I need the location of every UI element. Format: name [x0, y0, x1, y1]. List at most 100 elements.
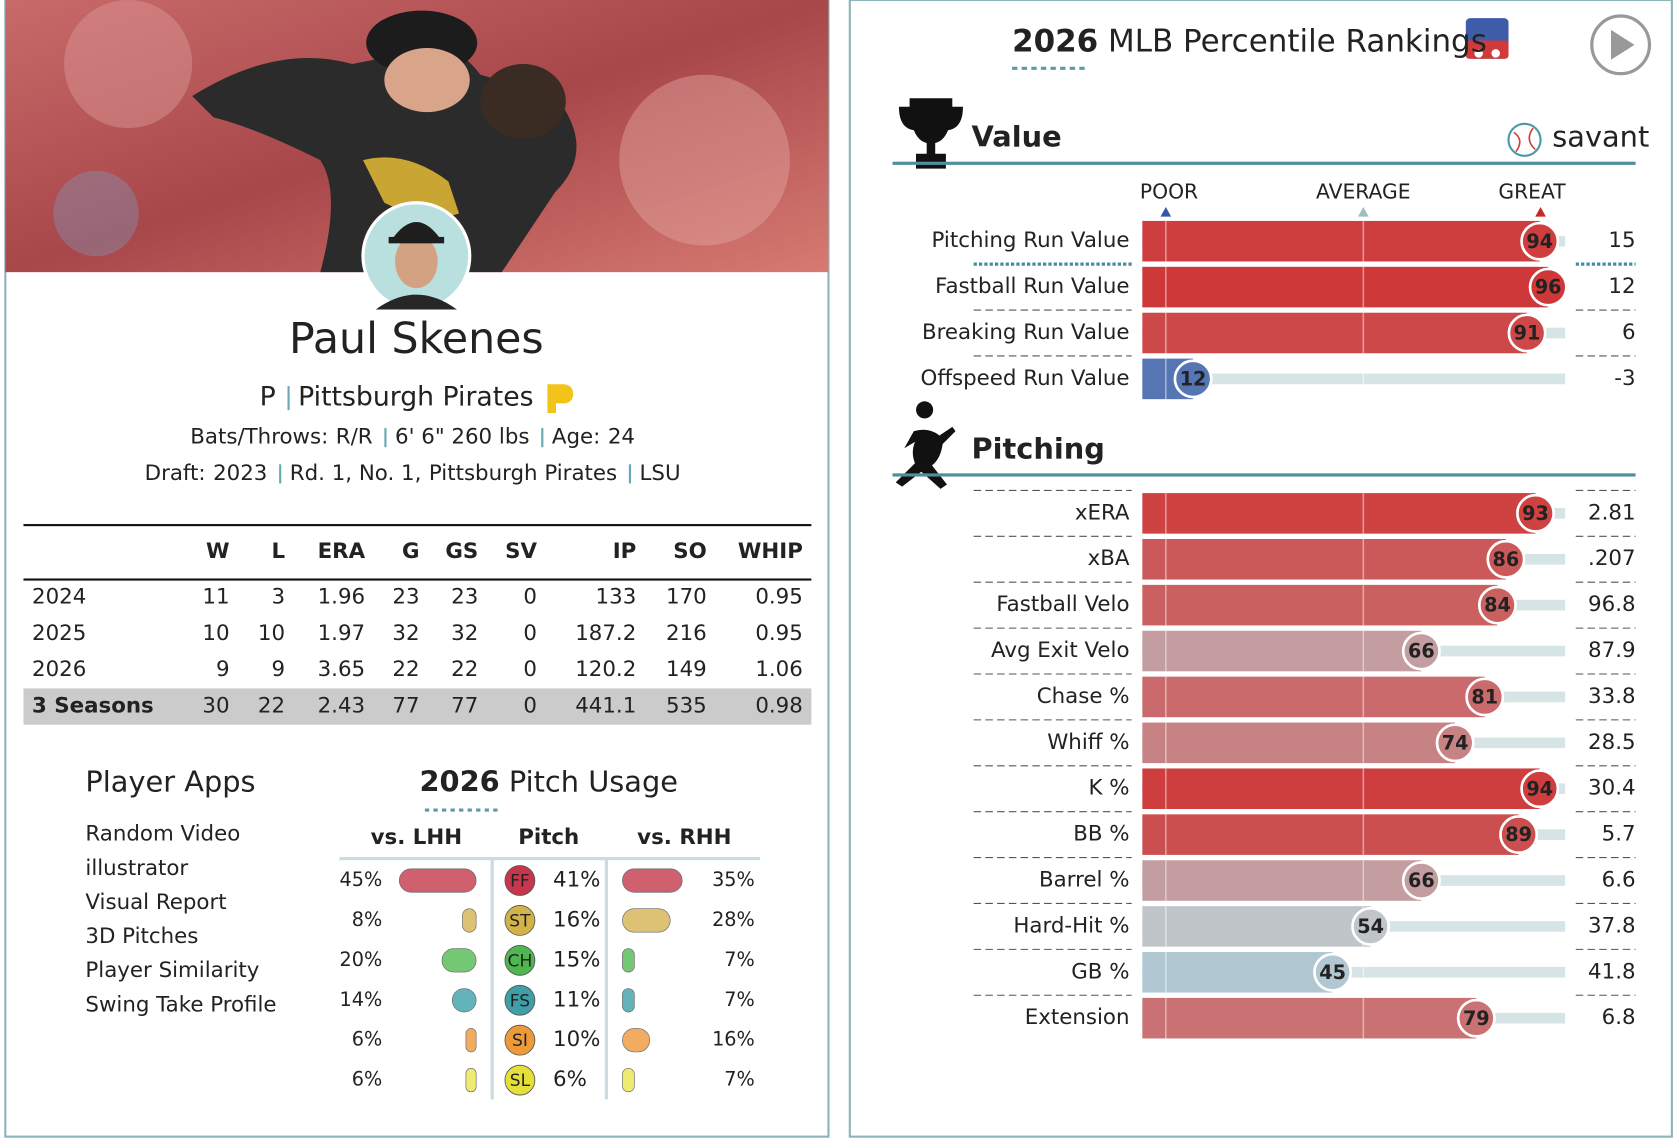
- app-link[interactable]: Swing Take Profile: [85, 992, 276, 1017]
- stat-cell: 30: [202, 694, 229, 719]
- percentile-value: 84: [1484, 594, 1511, 617]
- percentile-value: 86: [1493, 548, 1520, 571]
- percentile-badge: [1520, 769, 1560, 809]
- percentile-bar: [1142, 768, 1540, 810]
- app-link[interactable]: Player Similarity: [85, 958, 259, 983]
- savant-logo: [1507, 122, 1542, 157]
- pitch-badge: [504, 984, 536, 1016]
- vs-lhh-bar: [441, 948, 477, 973]
- percentile-value: 96: [1535, 276, 1562, 299]
- percentile-track: [1142, 966, 1566, 978]
- pitch-usage-label: Pitch Usage: [509, 764, 678, 798]
- vs-rhh-pct: 16%: [712, 1028, 755, 1051]
- vs-lhh-pct: 14%: [340, 988, 383, 1011]
- percentile-badge: [1486, 539, 1526, 579]
- play-button[interactable]: [1590, 14, 1652, 76]
- trophy-icon: [898, 98, 963, 169]
- metric-value: 37.8: [1588, 913, 1636, 938]
- pitch-usage-pct: 41%: [553, 868, 600, 893]
- metric-label: Hard-Hit %: [1013, 913, 1129, 938]
- stat-cell: 120.2: [575, 657, 636, 682]
- stat-cell: 23: [451, 585, 478, 610]
- team-logo: [547, 384, 574, 414]
- stat-cell: 10: [258, 621, 285, 646]
- percentile-bar: [1142, 266, 1549, 308]
- season-label: 2026: [32, 657, 86, 682]
- percentile-bar: [1142, 722, 1456, 764]
- pitch-badge: [504, 865, 536, 896]
- savant-brand[interactable]: savant: [1552, 120, 1649, 154]
- usage-column-header: vs. RHH: [637, 825, 731, 850]
- percentile-value: 54: [1357, 915, 1384, 938]
- percentile-bar: [1142, 493, 1536, 534]
- metric-label: Fastball Velo: [996, 592, 1129, 617]
- apps-title: Player Apps: [85, 764, 255, 798]
- app-link[interactable]: illustrator: [85, 856, 188, 881]
- percentile-bar: [1142, 584, 1498, 626]
- draft-label: Draft:: [145, 461, 206, 486]
- pitch-code: FS: [510, 991, 530, 1011]
- percentile-value: 94: [1526, 230, 1553, 253]
- section-title: Value: [972, 120, 1062, 154]
- percentile-bar: [1142, 538, 1506, 580]
- vs-rhh-bar: [622, 908, 671, 933]
- totals-row-bg: [23, 688, 812, 725]
- stat-cell: 170: [666, 585, 707, 610]
- metric-label: Whiff %: [1047, 730, 1129, 755]
- percentile-badge: [1456, 998, 1496, 1038]
- separator: [628, 464, 632, 484]
- pitch-code: SL: [510, 1071, 531, 1091]
- metric-label: Chase %: [1037, 684, 1130, 709]
- stats-column-header: G: [402, 539, 420, 564]
- vs-rhh-bar: [622, 1028, 651, 1053]
- metric-value: 87.9: [1588, 638, 1636, 663]
- pitch-code: SI: [512, 1031, 528, 1051]
- percentile-value: 66: [1408, 640, 1435, 663]
- metric-value: 30.4: [1588, 776, 1636, 801]
- app-link[interactable]: Random Video: [85, 822, 240, 847]
- pitch-usage-pct: 16%: [553, 907, 600, 932]
- vs-rhh-pct: 28%: [712, 908, 755, 931]
- stat-cell: 77: [451, 694, 478, 719]
- separator: [279, 464, 282, 484]
- percentile-bar: [1142, 814, 1519, 855]
- team: Pittsburgh Pirates: [298, 382, 533, 413]
- stat-cell: 0: [523, 694, 537, 719]
- percentile-badge: [1465, 677, 1505, 717]
- stat-cell: 22: [392, 657, 419, 682]
- metric-label: Avg Exit Velo: [991, 638, 1130, 663]
- vs-lhh-pct: 20%: [340, 948, 383, 971]
- stats-column-header: SV: [505, 539, 537, 564]
- stat-cell: 0.95: [755, 621, 803, 646]
- stat-cell: 441.1: [575, 694, 636, 719]
- percentile-badge: [1401, 631, 1441, 671]
- scale-label: AVERAGE: [1316, 180, 1411, 204]
- stat-cell: 0: [523, 621, 537, 646]
- app-link[interactable]: Visual Report: [85, 890, 226, 915]
- pitch-badge: [504, 1024, 536, 1056]
- stat-cell: 1.06: [755, 657, 803, 682]
- vs-lhh-bar: [398, 868, 477, 893]
- percentile-badge: [1528, 267, 1568, 307]
- percentile-badge: [1507, 313, 1547, 353]
- metric-value: 6: [1622, 320, 1636, 345]
- app-link[interactable]: 3D Pitches: [85, 924, 198, 949]
- stat-cell: 535: [666, 694, 707, 719]
- section-rule: [892, 473, 1636, 477]
- vs-icon[interactable]: [1465, 18, 1509, 59]
- scale-marker: [1160, 207, 1172, 217]
- rankings-year: 2026: [1012, 23, 1098, 59]
- scale-label: GREAT: [1498, 180, 1566, 204]
- metric-value: 33.8: [1588, 684, 1636, 709]
- stat-cell: 133: [596, 585, 637, 610]
- percentile-value: 79: [1463, 1007, 1490, 1030]
- pitch-usage-pct: 15%: [553, 947, 600, 972]
- percentile-badge: [1477, 585, 1517, 625]
- vs-lhh-pct: 8%: [352, 908, 382, 931]
- metric-label: Barrel %: [1039, 868, 1130, 893]
- metric-value: 41.8: [1588, 959, 1636, 984]
- stats-column-header: L: [271, 539, 285, 564]
- percentile-badge: [1520, 221, 1560, 261]
